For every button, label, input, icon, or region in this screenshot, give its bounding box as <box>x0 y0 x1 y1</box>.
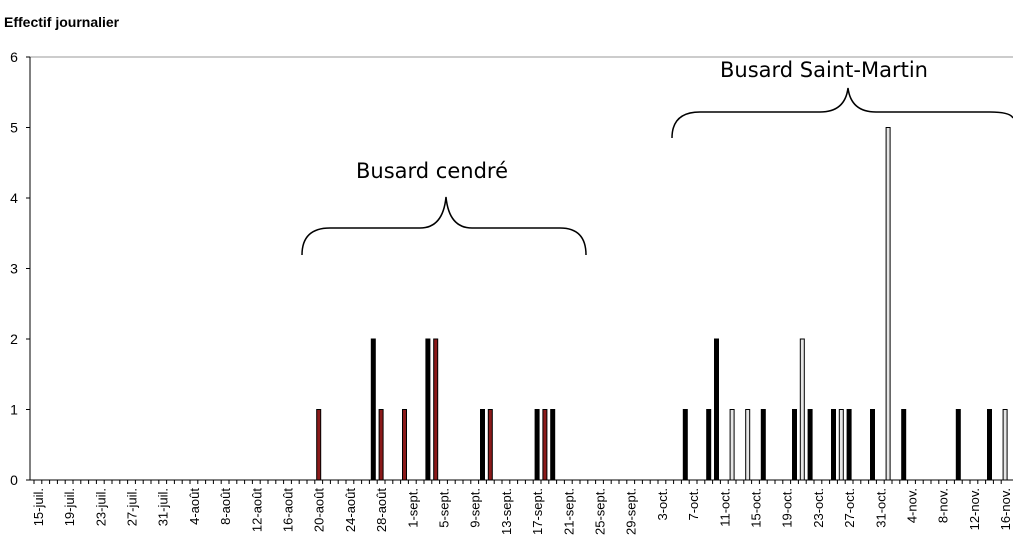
bar <box>870 409 875 481</box>
bar <box>706 409 712 481</box>
bar <box>846 409 852 481</box>
y-tick-label: 3 <box>10 261 18 277</box>
x-tick-label: 29-sept. <box>624 488 639 535</box>
x-tick-label: 23-oct. <box>811 488 826 528</box>
x-tick-label: 20-août <box>312 488 327 532</box>
x-tick-label: 19-juil. <box>62 488 77 526</box>
x-tick-label: 12-nov. <box>967 488 982 530</box>
chart-title: Effectif journalier <box>4 14 120 30</box>
y-tick-label: 0 <box>10 472 18 488</box>
bar <box>955 409 961 481</box>
bar <box>480 409 485 481</box>
y-tick-label: 5 <box>10 120 18 136</box>
bar <box>378 409 384 481</box>
x-tick-label: 24-août <box>343 488 358 532</box>
x-tick-label: 8-nov. <box>936 488 951 523</box>
x-tick-label: 31-oct. <box>873 488 888 528</box>
bar <box>433 338 439 481</box>
bar <box>901 409 907 481</box>
bar <box>807 409 813 481</box>
bar <box>534 409 540 481</box>
y-tick-label: 4 <box>10 190 18 206</box>
bar <box>682 409 688 481</box>
x-tick-label: 4-nov. <box>905 488 920 523</box>
bar <box>402 409 407 481</box>
x-tick-label: 27-juil. <box>125 488 140 526</box>
x-tick-label: 15-juil. <box>31 488 46 526</box>
x-tick-label: 1-sept. <box>405 488 420 528</box>
x-tick-label: 16-nov. <box>998 488 1013 530</box>
bar <box>729 409 735 481</box>
x-tick-label: 3-oct. <box>655 488 670 521</box>
x-tick-label: 19-oct. <box>780 488 795 528</box>
x-tick-label: 8-août <box>218 488 233 525</box>
bar <box>885 127 891 481</box>
x-tick-label: 7-oct. <box>686 488 701 521</box>
x-tick-label: 28-août <box>374 488 389 532</box>
bar <box>542 409 548 481</box>
bar <box>838 409 844 481</box>
x-tick-label: 27-oct. <box>842 488 857 528</box>
x-tick-label: 21-sept. <box>561 488 576 535</box>
y-tick-label: 6 <box>10 49 18 65</box>
x-tick-label: 17-sept. <box>530 488 545 535</box>
brace <box>301 196 587 256</box>
bar <box>745 409 751 481</box>
bar <box>799 338 805 481</box>
y-tick-label: 1 <box>10 402 18 418</box>
x-tick-label: 15-oct. <box>749 488 764 528</box>
x-tick-label: 25-sept. <box>593 488 608 535</box>
annotation: Busard Saint-Martin <box>720 58 928 82</box>
bar <box>714 338 719 481</box>
x-tick-label: 5-sept. <box>437 488 452 528</box>
bar <box>425 338 431 481</box>
x-tick-label: 4-août <box>187 488 202 525</box>
bar <box>987 409 992 481</box>
bar <box>316 409 322 481</box>
x-tick-label: 23-juil. <box>93 488 108 526</box>
bar <box>831 409 836 481</box>
bar <box>1002 409 1008 481</box>
bar <box>792 409 797 481</box>
x-tick-label: 9-sept. <box>468 488 483 528</box>
annotation: Busard cendré <box>356 159 508 183</box>
x-tick-label: 31-juil. <box>156 488 171 526</box>
bar <box>370 338 376 481</box>
x-tick-label: 12-août <box>249 488 264 532</box>
x-tick-label: 13-sept. <box>499 488 514 535</box>
y-tick-label: 2 <box>10 331 18 347</box>
x-tick-label: 16-août <box>281 488 296 532</box>
x-tick-label: 11-oct. <box>717 488 732 527</box>
brace <box>671 87 1013 139</box>
bar <box>550 409 556 481</box>
bar <box>487 409 493 481</box>
bar <box>760 409 766 481</box>
